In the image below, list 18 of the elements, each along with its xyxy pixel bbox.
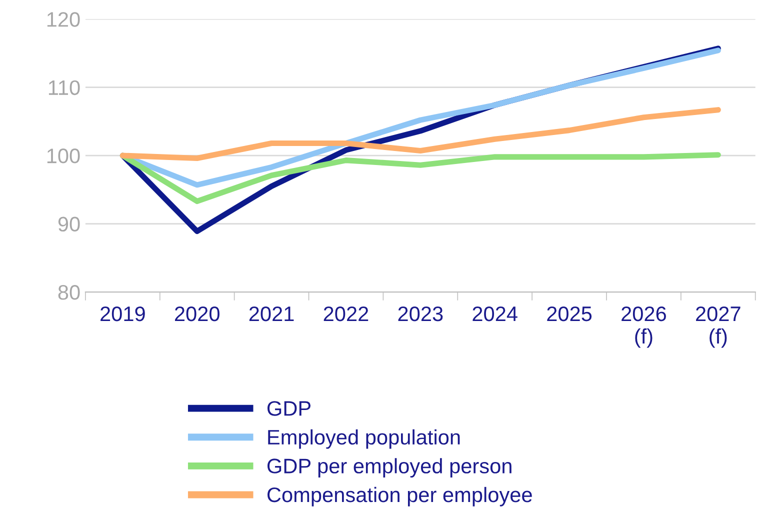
x-tick-label: 2023 [398, 306, 443, 322]
x-tick-label: 2021 [249, 306, 294, 322]
y-tick-label: 90 [58, 216, 80, 232]
x-tick-label: 2026 (f) [622, 306, 666, 348]
x-tick-label: 2019 [100, 306, 145, 322]
x-tick-label: 2020 [174, 306, 220, 322]
y-tick-label: 80 [58, 285, 80, 300]
y-tick-label: 100 [47, 148, 80, 164]
x-tick-label: 2024 [472, 306, 518, 322]
y-tick-label: 120 [47, 12, 80, 27]
legend-label: GDP per employed person [268, 458, 512, 478]
legend-label: GDP [268, 401, 310, 416]
x-tick-label: 2027 (f) [696, 306, 740, 348]
x-tick-label: 2025 [547, 306, 592, 322]
x-tick-label: 2022 [324, 306, 368, 322]
legend-label: Compensation per employee [268, 486, 532, 506]
legend-label: Employed population [268, 429, 460, 449]
y-tick-label: 110 [48, 80, 80, 96]
